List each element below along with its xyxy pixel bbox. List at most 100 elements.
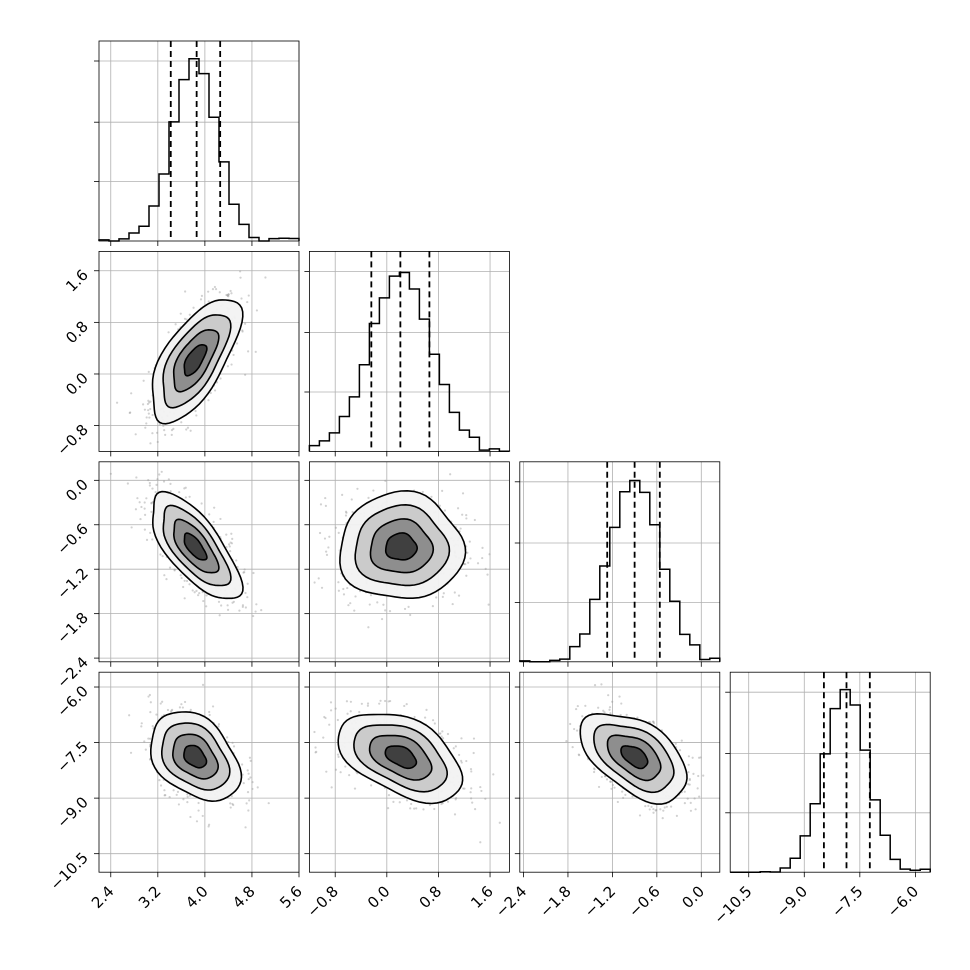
- scatter-point: [172, 789, 175, 792]
- scatter-point: [162, 480, 166, 483]
- scatter-point: [488, 553, 491, 556]
- panel-2-0: [94, 461, 300, 667]
- scatter-point: [231, 741, 234, 744]
- scatter-point: [226, 736, 229, 739]
- scatter-point: [652, 807, 655, 811]
- contour-2: [172, 328, 220, 393]
- scatter-point: [467, 561, 470, 564]
- scatter-point: [473, 518, 476, 522]
- scatter-point: [441, 489, 444, 492]
- scatter-point: [244, 606, 247, 609]
- scatter-point: [398, 801, 401, 804]
- scatter-point: [166, 708, 170, 712]
- scatter-point: [208, 710, 211, 714]
- scatter-point: [149, 701, 152, 704]
- scatter-point: [145, 538, 149, 541]
- scatter-point: [313, 581, 316, 584]
- density-fill-3: [385, 746, 417, 769]
- scatter-point: [314, 751, 317, 754]
- scatter-point: [147, 412, 150, 415]
- scatter-point: [459, 527, 462, 530]
- scatter-point: [147, 479, 150, 482]
- scatter-point: [162, 424, 165, 427]
- scatter-point: [143, 528, 146, 531]
- scatter-point: [369, 594, 373, 597]
- scatter-point: [155, 713, 158, 716]
- scatter-point: [356, 772, 359, 775]
- scatter-point: [697, 774, 700, 778]
- scatter-point: [480, 789, 483, 793]
- scatter-point: [320, 586, 324, 589]
- scatter-point: [145, 422, 148, 425]
- scatter-point: [180, 421, 183, 424]
- scatter-point: [697, 756, 701, 759]
- scatter-point: [185, 318, 188, 321]
- panel-frame: [98, 461, 300, 663]
- scatter-point: [136, 497, 139, 500]
- scatter-point: [220, 604, 223, 607]
- scatter-point: [186, 793, 189, 796]
- scatter-point: [169, 490, 172, 493]
- scatter-point: [608, 706, 612, 709]
- scatter-point: [388, 609, 392, 613]
- scatter-point: [468, 540, 471, 543]
- scatter-point: [622, 796, 625, 799]
- scatter-point: [470, 770, 473, 773]
- scatter-point: [578, 754, 581, 757]
- y-tick-label: 0.0: [62, 475, 92, 505]
- scatter-point: [409, 807, 412, 810]
- scatter-point: [173, 569, 176, 572]
- scatter-point: [147, 399, 150, 402]
- scatter-point: [611, 700, 614, 703]
- scatter-point: [209, 391, 212, 395]
- scatter-point: [229, 550, 232, 553]
- scatter-point: [148, 693, 151, 697]
- scatter-point: [451, 602, 454, 606]
- scatter-point: [143, 513, 147, 517]
- scatter-point: [325, 550, 328, 553]
- scatter-point: [605, 778, 609, 781]
- scatter-point: [323, 537, 327, 540]
- scatter-point: [243, 568, 246, 571]
- scatter-point: [160, 470, 163, 473]
- scatter-point: [405, 703, 408, 706]
- contour-2: [606, 734, 662, 782]
- scatter-point: [189, 429, 192, 432]
- contour-0: [337, 713, 464, 805]
- scatter-point: [486, 573, 489, 576]
- y-tick-label: 0.0: [62, 369, 92, 399]
- scatter-point: [236, 565, 239, 569]
- scatter-point: [149, 710, 152, 714]
- scatter-point: [231, 601, 234, 604]
- scatter-point: [252, 571, 255, 575]
- scatter-point: [218, 614, 221, 617]
- scatter-point: [134, 508, 138, 511]
- scatter-point: [155, 483, 158, 486]
- panel-0-0: [94, 40, 300, 246]
- scatter-point: [638, 814, 642, 817]
- scatter-point: [438, 732, 441, 735]
- scatter-point: [413, 807, 416, 810]
- scatter-point: [154, 491, 157, 494]
- scatter-point: [659, 808, 662, 811]
- scatter-point: [181, 465, 183, 467]
- scatter-point: [211, 705, 215, 708]
- scatter-point: [195, 414, 198, 417]
- scatter-point: [239, 276, 242, 279]
- scatter-point: [347, 604, 350, 607]
- scatter-point: [367, 626, 370, 629]
- scatter-point: [461, 513, 464, 516]
- density-fill-3: [385, 532, 418, 560]
- scatter-point: [597, 706, 600, 709]
- scatter-point: [699, 756, 702, 759]
- scatter-point: [219, 377, 222, 380]
- scatter-point: [384, 699, 387, 703]
- scatter-point: [337, 531, 340, 535]
- scatter-point: [129, 411, 132, 414]
- scatter-point: [691, 756, 694, 759]
- scatter-point: [421, 490, 424, 494]
- scatter-point: [696, 787, 699, 790]
- panel-3-3: [725, 671, 931, 878]
- scatter-point: [600, 683, 603, 686]
- scatter-point: [604, 775, 607, 778]
